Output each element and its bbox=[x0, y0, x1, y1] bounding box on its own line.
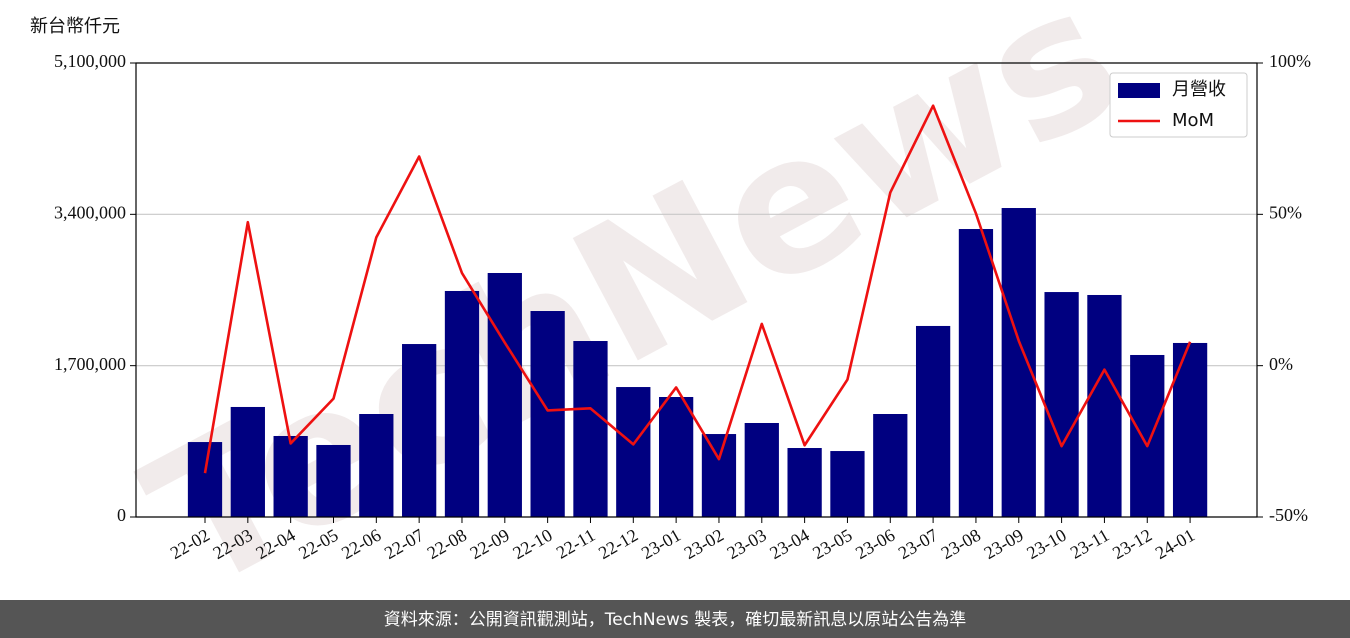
bar bbox=[444, 290, 480, 517]
bar bbox=[1130, 354, 1165, 517]
bar bbox=[402, 344, 437, 517]
y2-tick-label: 0% bbox=[1269, 354, 1293, 374]
x-tick-label: 22-08 bbox=[424, 525, 470, 563]
bar bbox=[958, 229, 994, 517]
bar bbox=[1044, 292, 1079, 517]
legend-label: 月營收 bbox=[1172, 79, 1226, 100]
x-tick-label: 23-12 bbox=[1109, 525, 1155, 563]
bar bbox=[787, 448, 822, 517]
x-tick-label: 23-04 bbox=[766, 525, 812, 563]
bar bbox=[830, 451, 865, 517]
x-tick-label: 23-11 bbox=[1067, 525, 1113, 563]
plot-frame bbox=[135, 62, 1258, 518]
bar bbox=[744, 422, 779, 517]
x-tick-label: 23-03 bbox=[723, 525, 769, 563]
bar bbox=[530, 311, 565, 517]
bar bbox=[273, 435, 308, 517]
bar bbox=[230, 406, 265, 517]
bar bbox=[316, 444, 351, 517]
x-tick-label: 23-01 bbox=[638, 525, 684, 563]
x-tick-label: 22-12 bbox=[595, 525, 641, 563]
y2-tick-label: 50% bbox=[1269, 202, 1302, 222]
footer-text: 資料來源：公開資訊觀測站，TechNews 製表，確切最新訊息以原站公告為準 bbox=[384, 610, 966, 630]
y-axis-label: 新台幣仟元 bbox=[30, 16, 120, 37]
x-tick-label: 23-05 bbox=[809, 525, 855, 563]
line bbox=[203, 104, 1192, 474]
bar bbox=[1001, 208, 1036, 517]
x-tick-label: 22-10 bbox=[509, 525, 555, 563]
y-tick-label: 5,100,000 bbox=[54, 51, 126, 71]
x-tick-label: 23-07 bbox=[895, 525, 941, 563]
y-tick-label: 0 bbox=[117, 505, 126, 525]
x-tick-label: 22-09 bbox=[466, 525, 512, 563]
bar bbox=[573, 341, 608, 517]
y-tick-label: 1,700,000 bbox=[54, 354, 126, 374]
y-tick-label: 3,400,000 bbox=[54, 202, 126, 222]
bar bbox=[658, 397, 694, 517]
y2-tick-label: -50% bbox=[1269, 505, 1308, 525]
x-tick-label: 24-01 bbox=[1152, 525, 1198, 563]
x-tick-label: 23-09 bbox=[980, 525, 1026, 563]
x-tick-label: 23-06 bbox=[852, 525, 898, 563]
bar bbox=[616, 387, 651, 517]
bar bbox=[1087, 294, 1122, 517]
bar bbox=[187, 442, 223, 517]
legend-label: MoM bbox=[1172, 110, 1214, 131]
x-tick-label: 23-08 bbox=[938, 525, 984, 563]
bar bbox=[487, 272, 522, 517]
x-tick-label: 22-11 bbox=[553, 525, 599, 563]
x-tick-label: 23-10 bbox=[1023, 525, 1069, 563]
legend-swatch bbox=[1118, 83, 1160, 98]
bar bbox=[915, 325, 951, 517]
bar bbox=[359, 414, 394, 517]
bar bbox=[701, 434, 737, 517]
y2-tick-label: 100% bbox=[1269, 51, 1311, 71]
bar bbox=[873, 414, 908, 517]
x-tick-label: 23-02 bbox=[681, 525, 727, 563]
footer-bar bbox=[0, 600, 1350, 638]
